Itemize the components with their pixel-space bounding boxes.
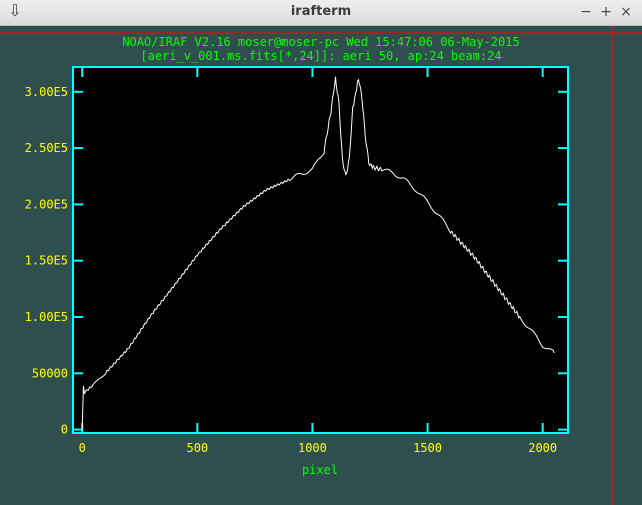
y-tick-label: 1.50E5	[25, 254, 68, 268]
close-button[interactable]: ×	[620, 4, 632, 20]
minimize-button[interactable]: −	[580, 4, 592, 20]
axis-frame	[72, 66, 569, 434]
y-tick-label: 1.00E5	[25, 310, 68, 324]
window-title: irafterm	[290, 4, 352, 19]
plot-header-line1: NOAO/IRAF V2.16 moser@moser-pc Wed 15:47…	[122, 35, 519, 49]
x-tick-label: 500	[186, 441, 208, 455]
y-tick-label: 2.00E5	[25, 197, 68, 211]
plot-header-line2: [aeri_v_001.ms.fits[*,24]]: aeri 50, ap:…	[140, 49, 501, 63]
axis-ticks	[73, 67, 568, 433]
x-tick-label: 2000	[528, 441, 557, 455]
y-tick-label: 3.00E5	[25, 85, 68, 99]
x-axis-label: pixel	[302, 463, 338, 477]
tick-labels: 0 500 1000 1500 2000 0 50000 1.00E5 1.50E5 2.00E5…	[25, 85, 557, 455]
y-tick-label: 0	[61, 423, 68, 437]
title-bar[interactable]: ⇩ irafterm − + ×	[0, 0, 642, 26]
spectrum-trace	[81, 76, 555, 430]
y-tick-label: 2.50E5	[25, 141, 68, 155]
x-tick-label: 1000	[298, 441, 327, 455]
x-tick-label: 1500	[413, 441, 442, 455]
x-tick-label: 0	[79, 441, 86, 455]
y-tick-label: 50000	[32, 366, 68, 380]
window-menu-icon[interactable]: ⇩	[8, 1, 22, 20]
maximize-button[interactable]: +	[600, 4, 612, 20]
plot-area	[73, 67, 568, 433]
irafterm-plot-canvas[interactable]: NOAO/IRAF V2.16 moser@moser-pc Wed 15:47…	[0, 26, 642, 505]
